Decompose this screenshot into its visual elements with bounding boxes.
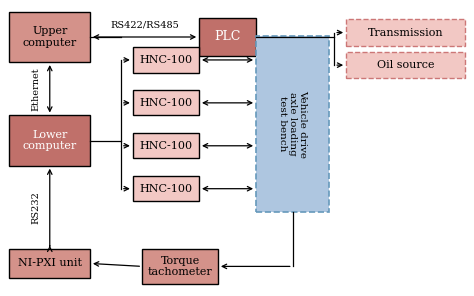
Bar	[133, 47, 199, 73]
Bar	[9, 12, 90, 62]
Text: Ethernet: Ethernet	[31, 67, 40, 111]
Text: HNC-100: HNC-100	[139, 55, 192, 65]
Bar	[133, 90, 199, 115]
Bar	[346, 19, 465, 46]
Bar	[256, 36, 329, 212]
Text: RS232: RS232	[31, 191, 40, 224]
Text: NI-PXI unit: NI-PXI unit	[18, 258, 82, 268]
Text: PLC: PLC	[214, 30, 241, 44]
Text: Transmission: Transmission	[367, 28, 443, 38]
Bar	[9, 249, 90, 278]
Text: Lower
computer: Lower computer	[23, 130, 77, 151]
Text: Vehicle drive
axle loading
test bench: Vehicle drive axle loading test bench	[278, 90, 308, 157]
Text: HNC-100: HNC-100	[139, 98, 192, 108]
Bar	[346, 52, 465, 78]
Text: HNC-100: HNC-100	[139, 141, 192, 151]
Text: Torque
tachometer: Torque tachometer	[148, 256, 212, 277]
Text: Oil source: Oil source	[376, 60, 434, 70]
Bar	[133, 176, 199, 201]
Bar	[9, 115, 90, 166]
Bar	[142, 249, 218, 284]
Bar	[133, 133, 199, 158]
Text: HNC-100: HNC-100	[139, 184, 192, 194]
Text: Upper
computer: Upper computer	[23, 26, 77, 48]
Bar	[199, 18, 256, 56]
Text: RS422/RS485: RS422/RS485	[110, 21, 179, 30]
